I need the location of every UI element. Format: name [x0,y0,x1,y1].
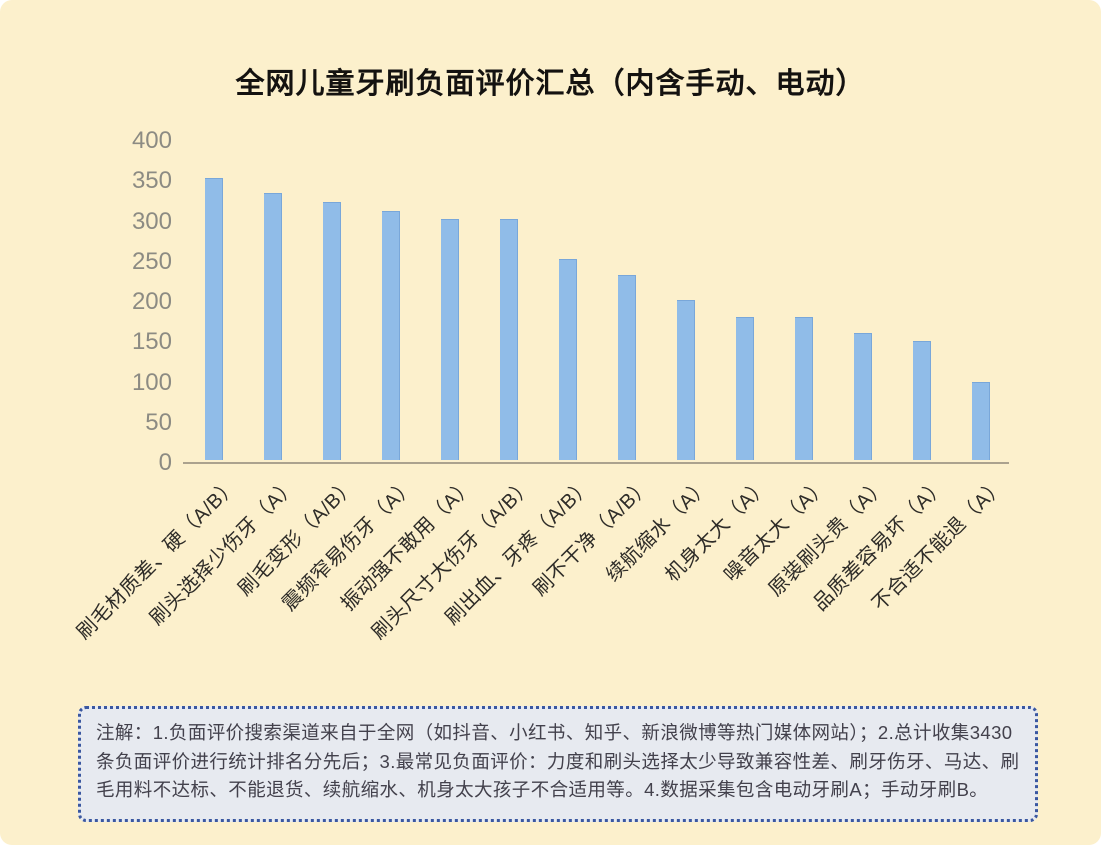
y-axis-tick-label: 250 [131,247,172,275]
bar [735,317,754,460]
chart-title: 全网儿童牙刷负面评价汇总（内含手动、电动） [235,68,866,100]
note-text: 注解：1.负面评价搜索渠道来自于全网（如抖音、小红书、知乎、新浪微博等热门媒体网… [96,722,1020,801]
bar [558,259,577,460]
y-axis-tick-label: 50 [145,408,172,436]
y-axis-tick-label: 100 [131,368,172,396]
bar [440,219,459,460]
bar [853,333,872,460]
y-axis-tick-label: 150 [131,328,172,356]
bar [204,178,223,460]
note-box: 注解：1.负面评价搜索渠道来自于全网（如抖音、小红书、知乎、新浪微博等热门媒体网… [78,706,1038,823]
bar [912,341,931,460]
bar [322,202,341,460]
y-axis-tick-label: 300 [131,207,172,235]
bar [676,300,695,460]
y-axis-tick-label: 350 [131,167,172,195]
bar [971,382,990,460]
bar [794,317,813,460]
y-axis-tick-label: 400 [131,127,172,154]
bar [617,275,636,460]
y-axis-tick-label: 200 [131,288,172,315]
bar [263,193,282,460]
x-axis-line [183,462,1009,464]
bar [381,211,400,460]
y-axis-tick-label: 0 [158,449,172,476]
x-axis-category-label: 刷毛材质差、硬（A/B） [72,474,243,644]
bar [499,219,518,460]
